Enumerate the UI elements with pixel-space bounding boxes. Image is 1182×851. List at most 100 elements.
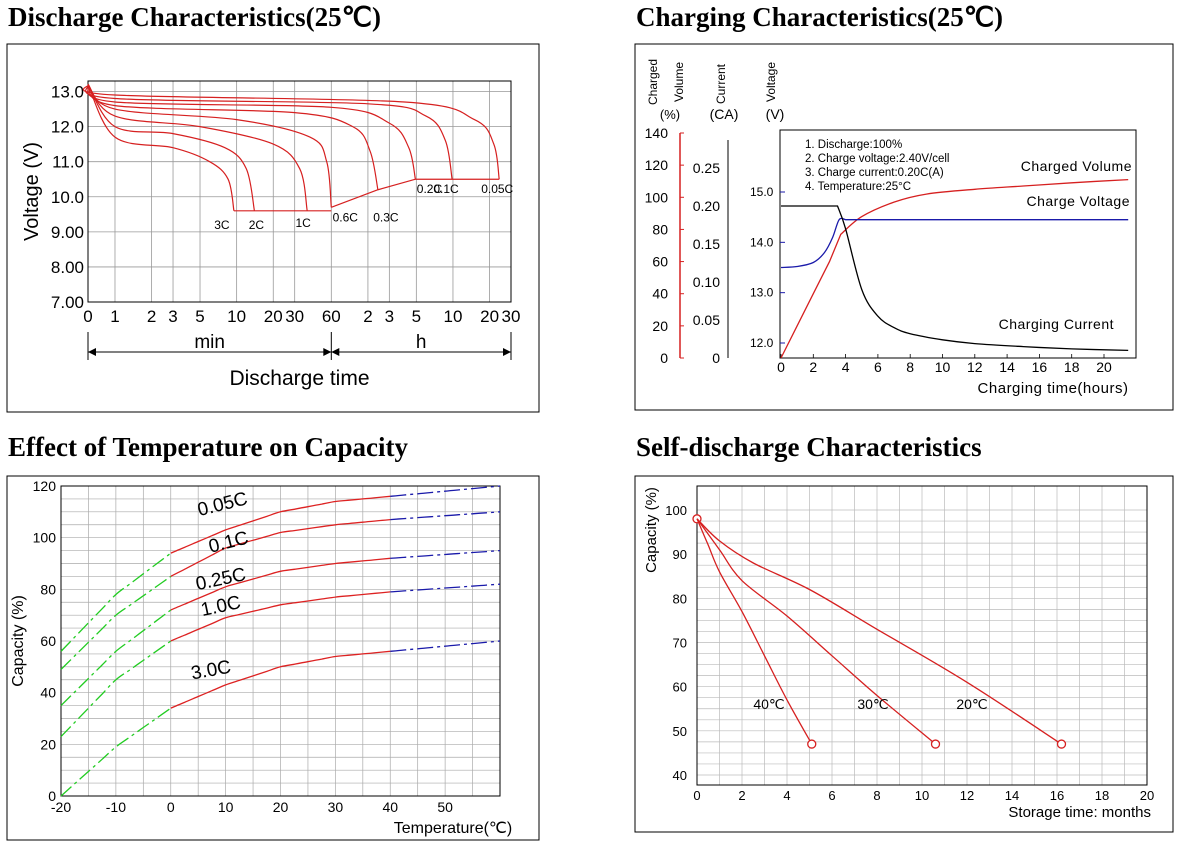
temperature-title: Effect of Temperature on Capacity: [8, 432, 408, 462]
temp-curve-mid-1.0C: [170, 591, 391, 642]
charging-xtick-10: 20: [1096, 359, 1112, 375]
temp-label-0.05C: 0.05C: [196, 488, 250, 521]
temp-ytick-2: 40: [40, 685, 56, 701]
self-curve-30℃: [696, 518, 936, 745]
discharge-arrow-1: [88, 348, 96, 356]
charging-note-3: 4. Temperature:25°C: [805, 181, 911, 193]
charging-volume-label-2: Volume: [672, 62, 686, 102]
charging-volume-tick-4: 80: [652, 221, 668, 237]
charging-voltage-tick-3: 15.0: [750, 185, 774, 199]
charging-voltage-label-1: Voltage: [764, 62, 778, 102]
charging-xlabel: Charging time(hours): [978, 380, 1129, 397]
discharge-label-0.3C: 0.3C: [373, 211, 399, 225]
discharge-xtick-13: 20: [480, 307, 499, 326]
temp-xtick-0: -20: [51, 799, 71, 815]
discharge-xtick-0: 0: [83, 307, 92, 326]
self-end-marker-30℃: [930, 739, 941, 749]
self-xtick-10: 20: [1140, 788, 1154, 803]
self-xtick-8: 16: [1050, 788, 1064, 803]
temp-curve-mid-3.0C: [170, 650, 391, 709]
self-ytick-3: 70: [673, 636, 687, 651]
self-ytick-0: 40: [673, 768, 687, 783]
discharge-ytick-2: 9.00: [51, 223, 84, 242]
selfdischarge-frame: [634, 475, 1174, 833]
charging-note-2: 3. Charge current:0.20C(A): [805, 167, 944, 179]
discharge-ytick-5: 12.0: [51, 118, 84, 137]
discharge-curve-0.05C: [82, 83, 500, 180]
discharge-label-1C: 1C: [296, 216, 312, 230]
self-curve-20℃: [696, 518, 1062, 745]
self-ytick-4: 80: [673, 591, 687, 606]
charging-note-1: 2. Charge voltage:2.40V/cell: [805, 153, 949, 165]
charging-label-volume: Charged Volume: [1021, 158, 1132, 174]
charging-xtick-5: 10: [935, 359, 951, 375]
charging-current-label-2: (CA): [710, 106, 739, 122]
temp-xtick-4: 20: [273, 799, 289, 815]
temp-label-3.0C: 3.0C: [189, 657, 232, 685]
discharge-ylabel: Voltage (V): [21, 142, 43, 241]
self-xtick-1: 2: [738, 788, 745, 803]
self-xtick-6: 12: [960, 788, 974, 803]
temp-curve-hot-0.1C: [390, 511, 501, 521]
self-xtick-5: 10: [915, 788, 929, 803]
self-xtick-0: 0: [693, 788, 700, 803]
discharge-xtick-2: 2: [147, 307, 156, 326]
self-plot-frame: [696, 485, 1148, 786]
temp-label-0.1C: 0.1C: [207, 528, 251, 558]
charging-frame: [634, 43, 1174, 411]
charging-curve-volume: [780, 178, 1129, 359]
temp-curve-cold-3.0C: [60, 707, 172, 797]
discharge-ytick-3: 10.0: [51, 188, 84, 207]
temp-curve-mid-0.25C: [170, 557, 391, 611]
self-xtick-4: 8: [873, 788, 880, 803]
temp-curve-cold-1.0C: [60, 640, 172, 738]
temp-ytick-0: 0: [48, 788, 56, 804]
charging-title: Charging Characteristics(25℃): [636, 2, 1004, 32]
discharge-label-0.1C: 0.1C: [433, 182, 459, 196]
discharge-arrow-2: [323, 348, 332, 356]
charging-label-voltage: Charge Voltage: [1026, 193, 1130, 209]
charging-xtick-4: 8: [906, 359, 914, 375]
temp-curve-mid-0.05C: [170, 495, 391, 554]
temp-label-1.0C: 1.0C: [199, 592, 243, 621]
self-xtick-3: 6: [828, 788, 835, 803]
discharge-xtick-1: 1: [110, 307, 119, 326]
selfdischarge-title: Self-discharge Characteristics: [636, 432, 982, 462]
charging-voltage-tick-1: 13.0: [750, 286, 774, 300]
self-end-marker-20℃: [1056, 739, 1067, 749]
charging-volume-tick-3: 60: [652, 254, 668, 270]
discharge-unit-h: h: [416, 332, 427, 353]
charging-volume-tick-7: 140: [645, 125, 669, 141]
discharge-ytick-6: 13.0: [51, 83, 84, 102]
temp-ytick-3: 60: [40, 633, 56, 649]
charging-current-label-1: Current: [714, 63, 728, 104]
discharge-label-0.2C: 0.2C: [417, 182, 443, 196]
self-xtick-9: 18: [1095, 788, 1109, 803]
discharge-xtick-14: 30: [502, 307, 521, 326]
discharge-xtick-7: 30: [285, 307, 304, 326]
charging-curve-current: [781, 205, 1129, 352]
discharge-cutoff-high: [331, 178, 500, 208]
charging-curve-voltage: [780, 217, 1129, 269]
charging-volume-tick-1: 20: [652, 318, 668, 334]
self-xtick-7: 14: [1005, 788, 1019, 803]
temp-xtick-5: 30: [328, 799, 344, 815]
charging-plot-frame: [779, 129, 1137, 359]
temp-curve-hot-0.25C: [390, 549, 501, 559]
discharge-xtick-9: 2: [363, 307, 372, 326]
discharge-arrow-4: [503, 348, 511, 356]
temp-curve-cold-0.1C: [60, 575, 172, 670]
charging-volume-tick-2: 40: [652, 286, 668, 302]
discharge-xtick-10: 3: [385, 307, 394, 326]
temp-ytick-4: 80: [40, 581, 56, 597]
charging-volume-label-1: Charged: [646, 59, 660, 105]
discharge-xtick-5: 10: [227, 307, 246, 326]
temp-ytick-1: 20: [40, 736, 56, 752]
discharge-label-3C: 3C: [214, 218, 230, 232]
discharge-xtick-11: 5: [412, 307, 421, 326]
temp-xtick-1: -10: [106, 799, 126, 815]
temp-ylabel: Capacity (%): [10, 595, 27, 687]
charging-current-tick-1: 0.05: [693, 312, 720, 328]
charging-xtick-9: 18: [1064, 359, 1080, 375]
discharge-curve-0.2C: [87, 83, 416, 180]
